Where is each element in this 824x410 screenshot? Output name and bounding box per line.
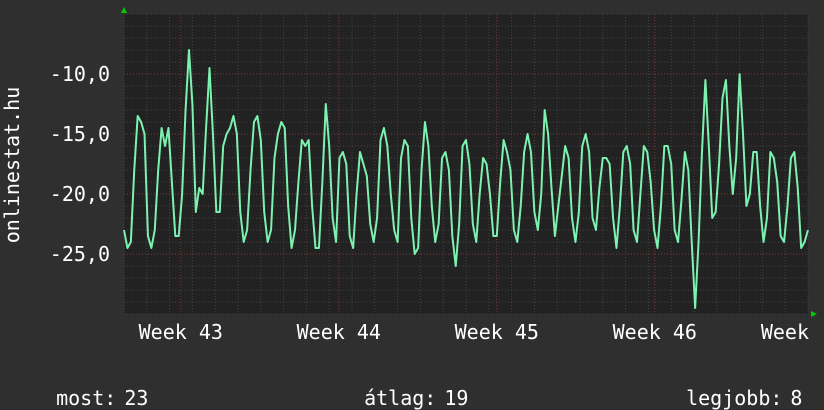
grid-lines [123, 13, 809, 315]
y-tick-label: -15,0 [50, 122, 110, 146]
x-tick-label: Week 44 [297, 320, 381, 344]
legend-average: átlag: 19 [340, 362, 468, 410]
legend-best-value: 8 [790, 386, 803, 410]
y-tick-label: -20,0 [50, 182, 110, 206]
x-axis-ticks: Week 43 Week 44 Week 45 Week 46 Week [139, 320, 809, 344]
legend-current: most: 23 [32, 362, 148, 410]
x-tick-label: Week [761, 320, 809, 344]
legend-current-label: most: [56, 386, 117, 410]
y-axis-ticks: -10,0 -15,0 -20,0 -25,0 [50, 62, 110, 266]
y-axis-arrow [121, 7, 127, 13]
y-tick-label: -10,0 [50, 62, 110, 86]
legend-best: legjobb: 8 [662, 362, 802, 410]
legend-best-label: legjobb: [686, 386, 783, 410]
x-axis-arrow [811, 311, 817, 317]
legend-average-value: 19 [444, 386, 469, 410]
legend-current-value: 23 [124, 386, 149, 410]
axis-arrows [121, 7, 817, 317]
y-axis-label: onlinestat.hu [0, 86, 24, 244]
legend-average-label: átlag: [364, 386, 437, 410]
series-line [123, 49, 809, 309]
x-tick-label: Week 46 [613, 320, 697, 344]
x-tick-label: Week 45 [455, 320, 539, 344]
y-tick-label: -25,0 [50, 242, 110, 266]
x-tick-label: Week 43 [139, 320, 223, 344]
